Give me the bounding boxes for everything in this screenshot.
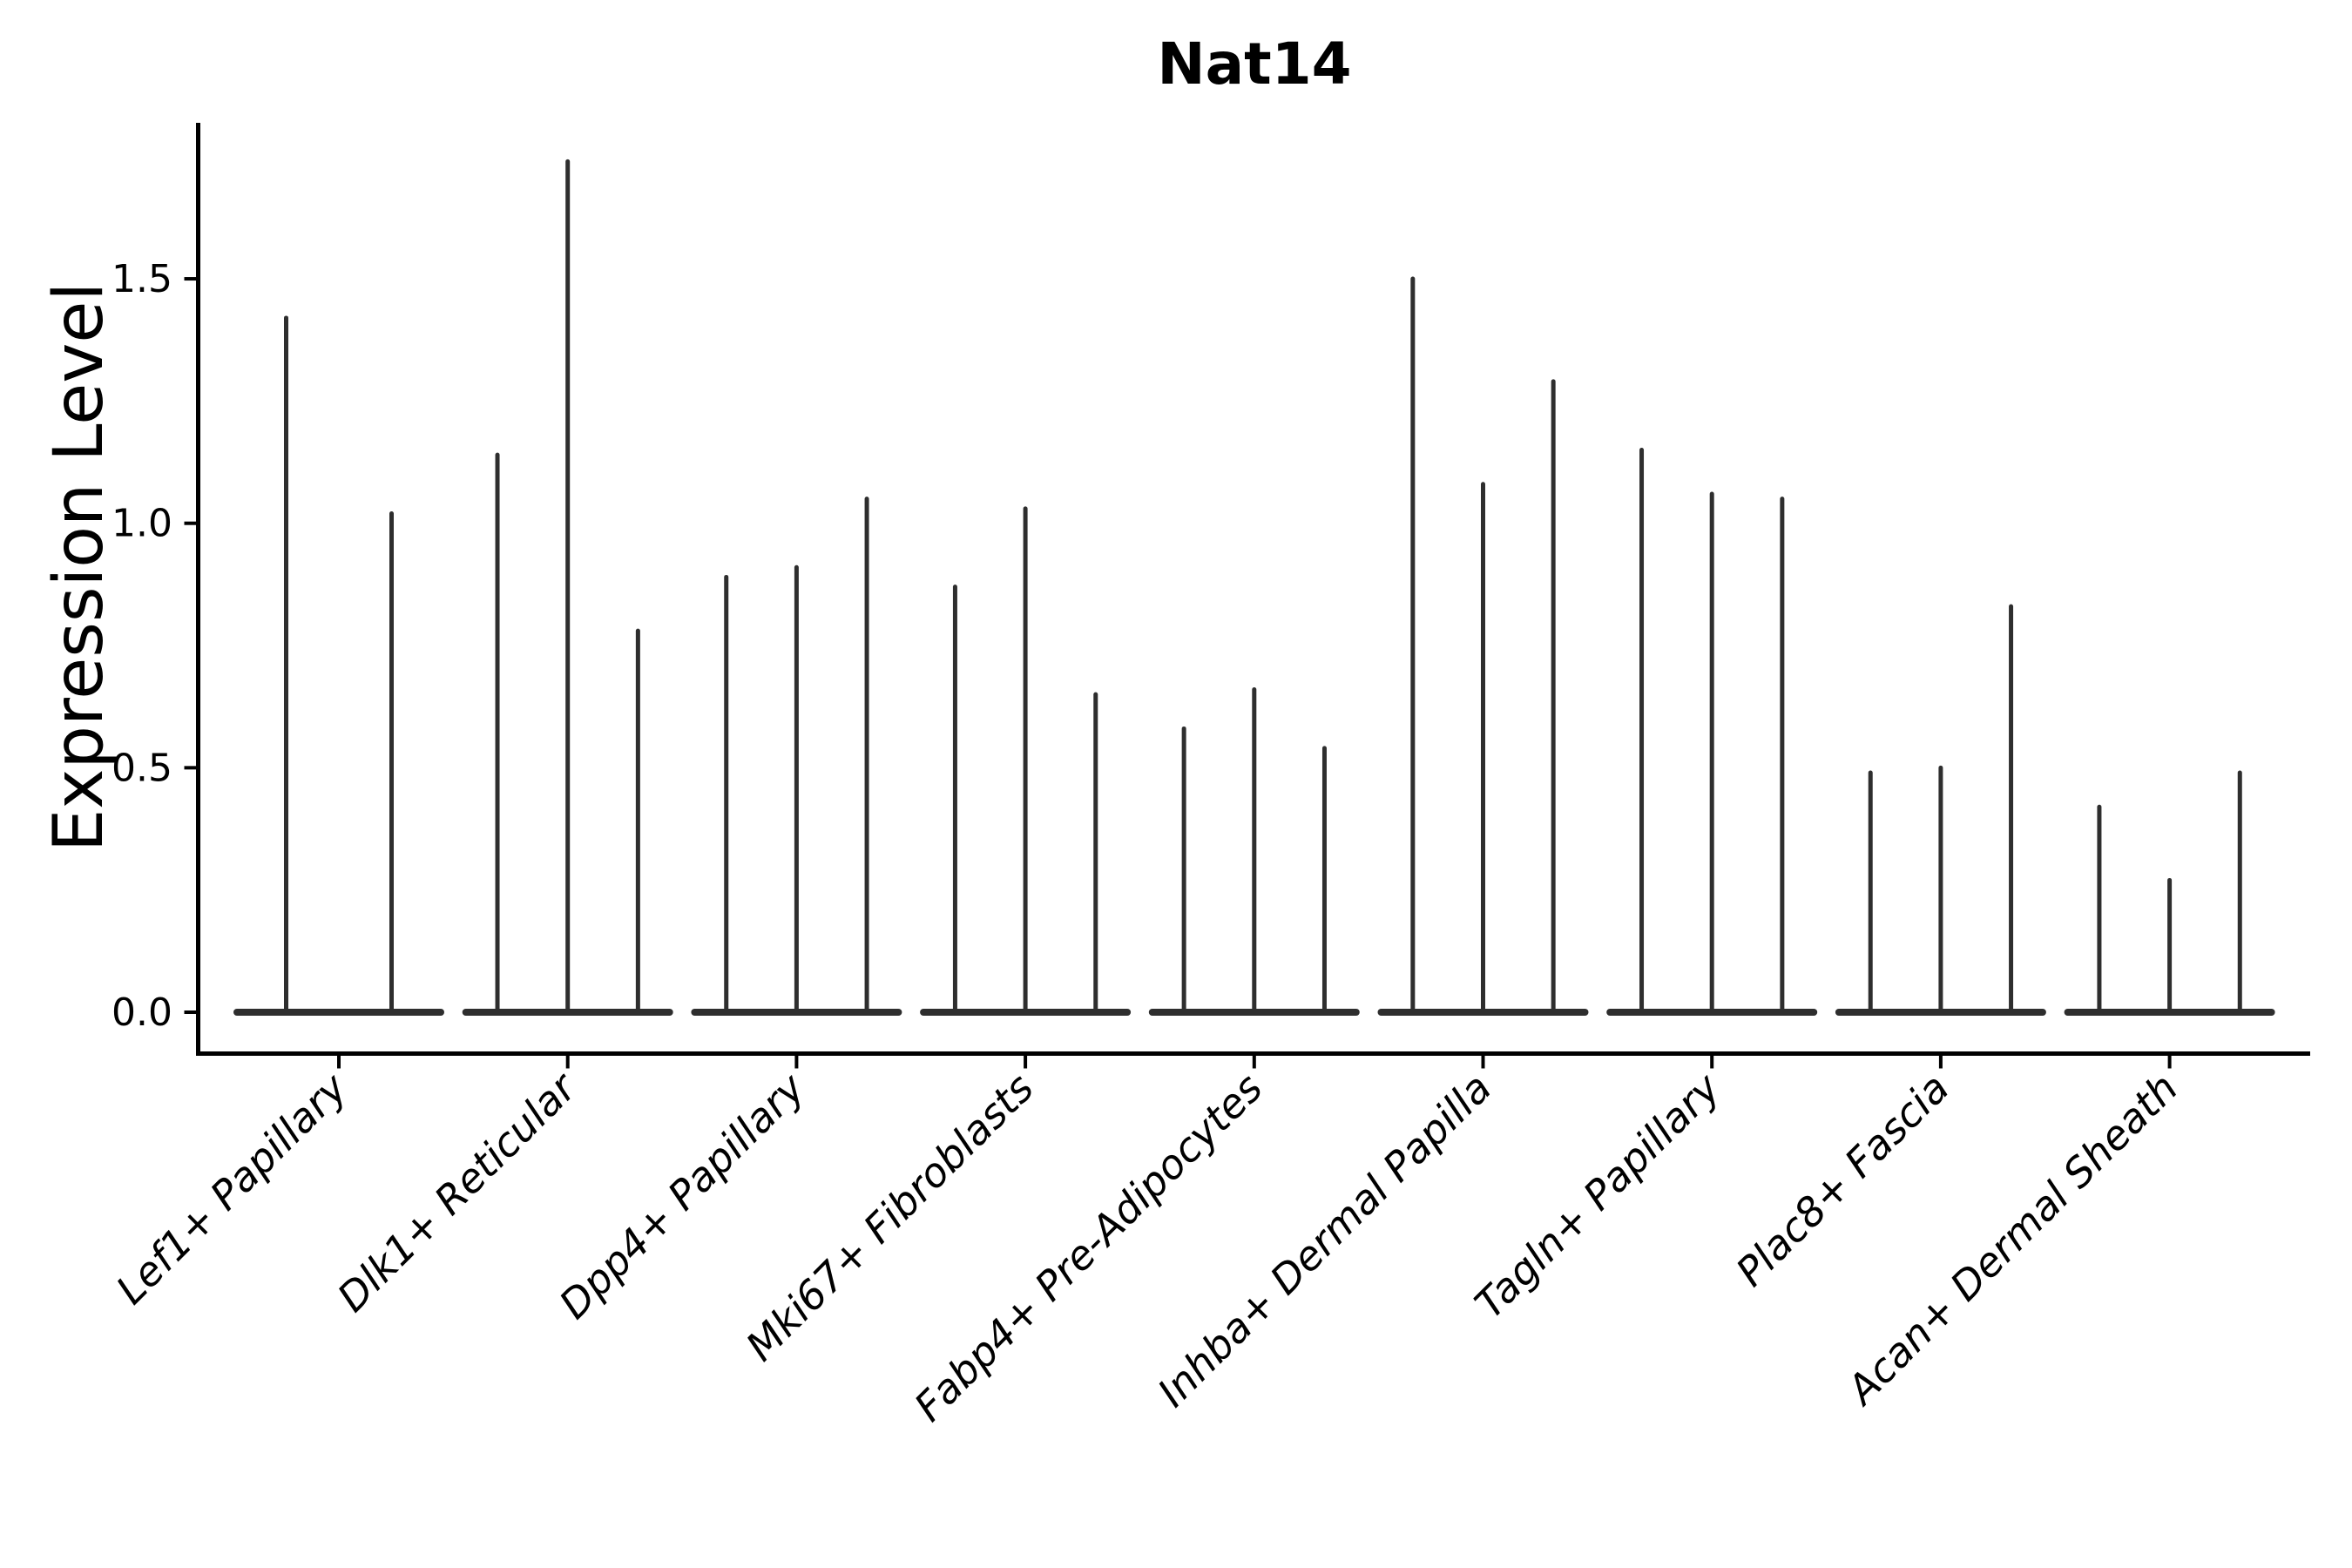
violin-baseline (233, 1009, 444, 1016)
x-category-label: Dlk1+ Reticular (328, 1062, 587, 1321)
y-tick-label: 0.5 (112, 746, 172, 790)
x-category-label: Tagln+ Papillary (1466, 1064, 1730, 1328)
y-tick-label: 1.0 (112, 502, 172, 546)
x-category-label: Dpp4+ Papillary (551, 1064, 814, 1328)
y-tick-label: 1.5 (112, 257, 172, 301)
chart-title: Nat14 (1157, 30, 1352, 98)
x-category-label: Lef1+ Papillary (107, 1064, 356, 1313)
y-tick-label: 0.0 (112, 990, 172, 1035)
x-category-label: Plac8+ Fascia (1727, 1064, 1957, 1295)
